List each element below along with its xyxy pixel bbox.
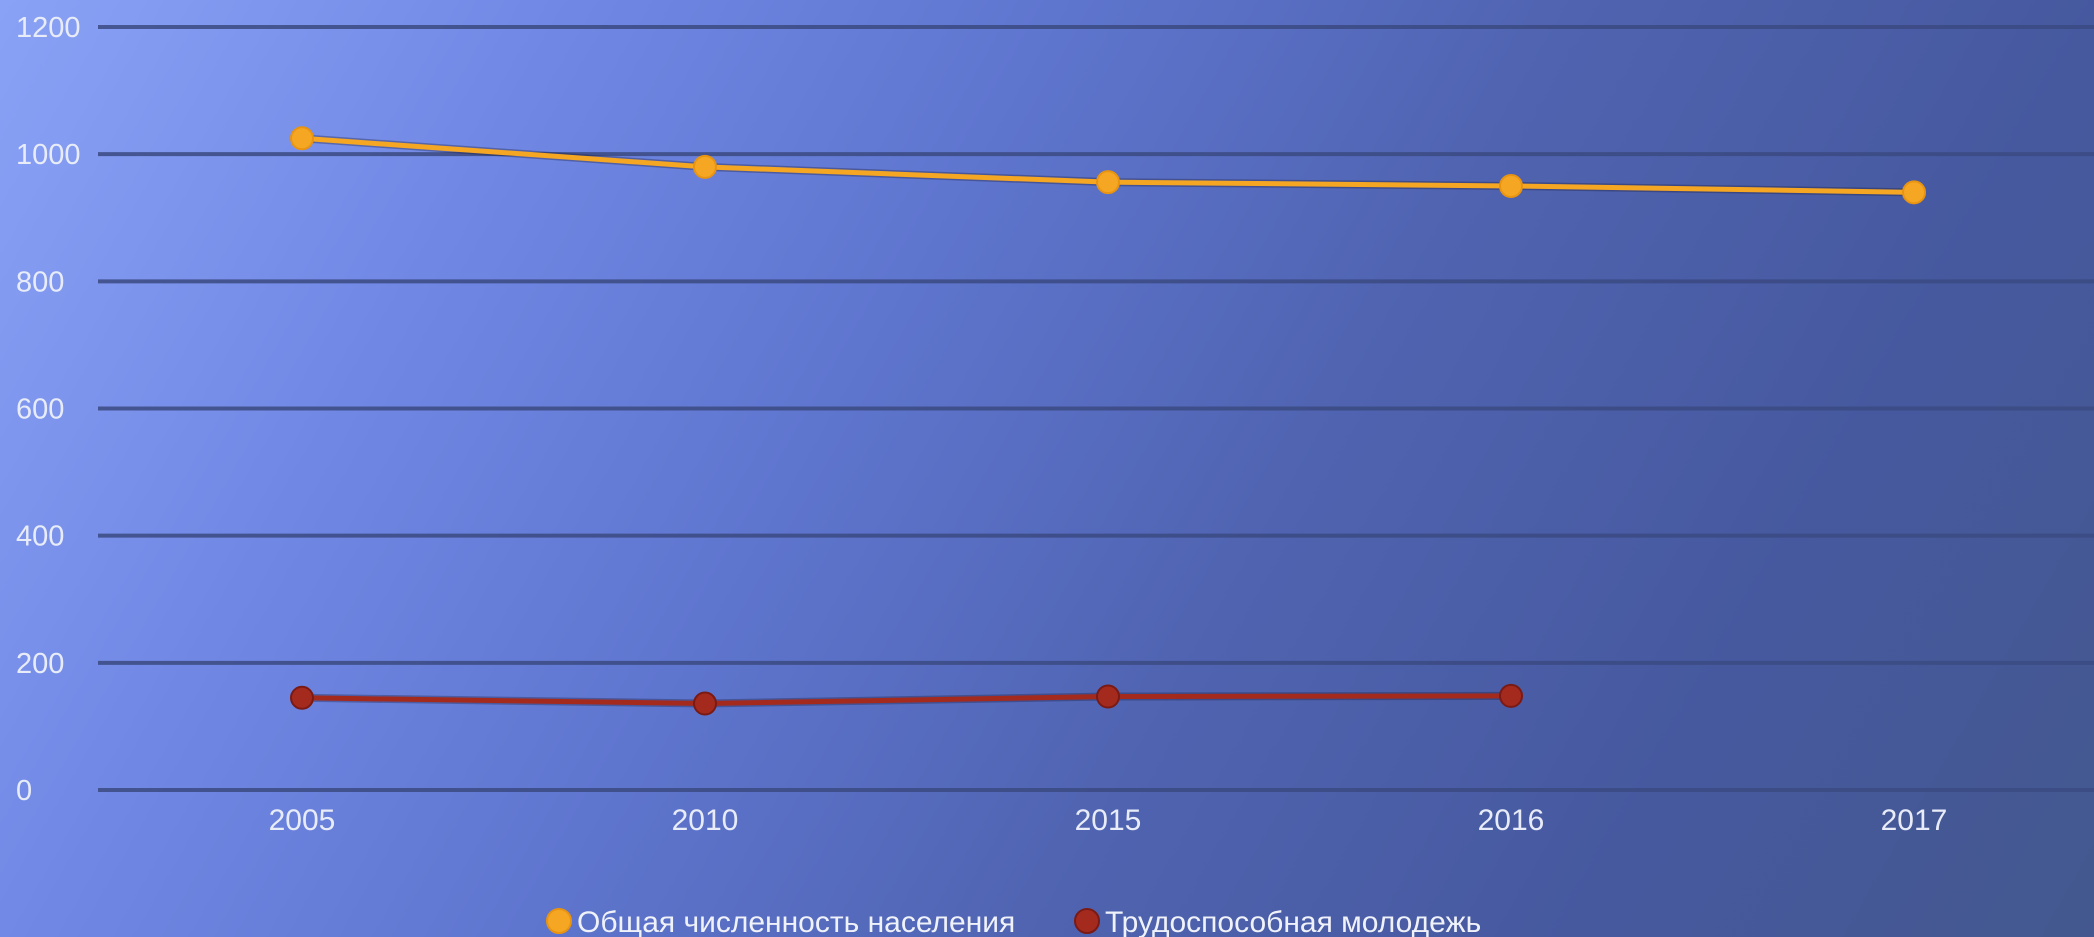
- x-tick-label: 2015: [1075, 804, 1142, 837]
- x-tick-label: 2010: [672, 804, 739, 837]
- y-tick-label: 200: [16, 648, 64, 680]
- data-point: [1499, 173, 1523, 198]
- x-tick-label: 2017: [1881, 804, 1948, 837]
- grid: [98, 25, 2094, 792]
- data-point: [1902, 180, 1926, 205]
- y-tick-label: 1200: [16, 12, 81, 44]
- data-point: [1096, 170, 1120, 195]
- series-1: [290, 126, 1926, 205]
- y-tick-label: 400: [16, 521, 64, 553]
- y-tick-label: 0: [16, 775, 32, 807]
- x-tick-label: 2016: [1478, 804, 1545, 837]
- y-axis: 0 200 400 600 800 1000 1200: [16, 12, 81, 807]
- series-2: [290, 683, 1523, 716]
- data-point: [693, 154, 717, 179]
- series-group: [290, 126, 1926, 716]
- legend-marker: [546, 908, 572, 934]
- legend: Общая численность населения Трудоспособна…: [546, 906, 1481, 937]
- legend-marker: [1074, 908, 1100, 934]
- data-point: [290, 685, 314, 710]
- y-tick-label: 800: [16, 266, 64, 298]
- x-tick-label: 2005: [269, 804, 336, 837]
- data-point: [290, 126, 314, 151]
- data-point: [1499, 683, 1523, 708]
- data-point: [693, 691, 717, 716]
- legend-label: Трудоспособная молодежь: [1105, 906, 1481, 937]
- legend-label: Общая численность населения: [577, 906, 1015, 937]
- x-axis: 2005 2010 2015 2016 2017: [269, 804, 1948, 837]
- series-line: [299, 693, 1514, 707]
- y-tick-label: 1000: [16, 139, 81, 171]
- y-tick-label: 600: [16, 394, 64, 426]
- data-point: [1096, 684, 1120, 709]
